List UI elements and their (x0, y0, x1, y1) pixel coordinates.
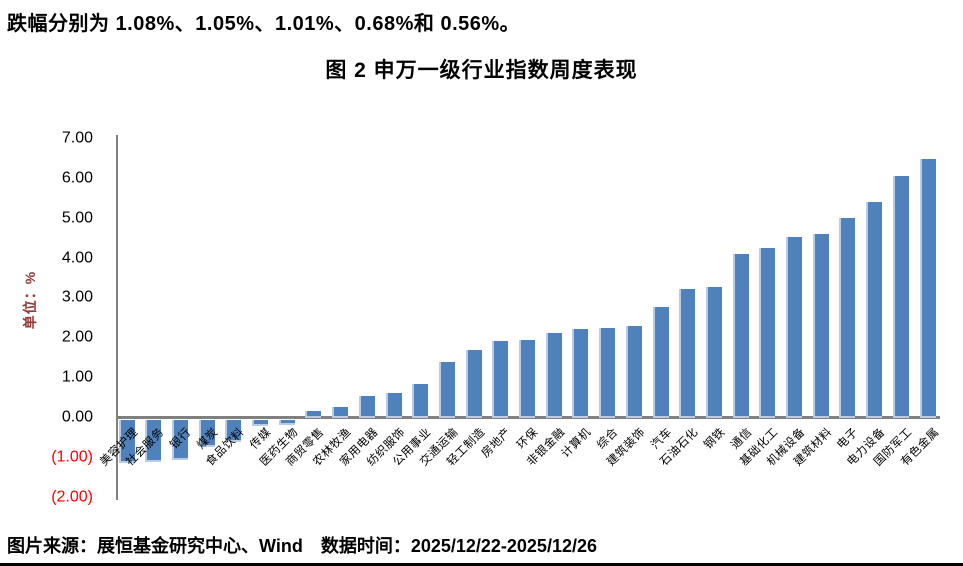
y-axis-tick-label: 1.00 (61, 368, 93, 386)
y-axis-tick-label: 2.00 (61, 328, 93, 346)
y-axis-tick-label: 7.00 (61, 129, 93, 147)
y-axis-tick-label: 3.00 (61, 289, 93, 307)
y-axis-tick-label: 0.00 (61, 408, 93, 426)
bar-基础化工 (759, 247, 776, 418)
bar-环保 (519, 339, 535, 418)
bar-建筑材料 (812, 233, 829, 418)
y-axis-tick-label: 4.00 (61, 249, 93, 267)
bar-建筑装饰 (625, 325, 642, 418)
bar-纺织服饰 (385, 392, 402, 418)
bar-通信 (732, 254, 749, 418)
bar-计算机 (572, 328, 589, 418)
bar-医药生物 (278, 420, 295, 425)
bar-银行 (171, 420, 188, 461)
bar-食品饮料 (225, 420, 242, 443)
bar-农林牧渔 (332, 406, 349, 418)
y-axis-tick-label: 6.00 (61, 169, 93, 187)
y-axis-tick-label: (1.00) (51, 448, 93, 466)
bar-钢铁 (705, 286, 722, 418)
y-axis-tick-label: (2.00) (51, 488, 93, 506)
bar-社会服务 (145, 420, 162, 462)
bar-公用事业 (412, 384, 429, 418)
bar-汽车 (652, 306, 669, 418)
chart-title: 图 2 申万一级行业指数周度表现 (325, 59, 638, 82)
bar-电子 (839, 217, 856, 418)
bar-国防军工 (892, 175, 909, 418)
bar-商贸零售 (305, 410, 322, 418)
bar-轻工制造 (465, 349, 482, 418)
paragraph-text: 跌幅分别为 1.08%、1.05%、1.01%、0.68%和 0.56%。 (7, 13, 521, 35)
y-axis-tick-label: 5.00 (61, 209, 93, 227)
bar-非银金融 (545, 333, 562, 418)
bar-煤炭 (198, 420, 215, 448)
bar-电力设备 (866, 201, 883, 418)
y-axis-line (116, 135, 118, 500)
bar-交通运输 (438, 362, 455, 418)
category-label: 银行 (168, 426, 194, 452)
bar-美容护理 (118, 420, 135, 464)
bar-传媒 (252, 420, 268, 426)
category-label: 钢铁 (702, 426, 728, 452)
bar-房地产 (492, 340, 509, 418)
bar-有色金属 (919, 158, 936, 418)
bar-石油石化 (679, 289, 696, 418)
source-caption: 图片来源：展恒基金研究中心、Wind 数据时间：2025/12/22-2025/… (7, 536, 597, 556)
bar-机械设备 (786, 236, 802, 418)
bar-综合 (599, 327, 616, 418)
bar-家用电器 (358, 395, 375, 418)
